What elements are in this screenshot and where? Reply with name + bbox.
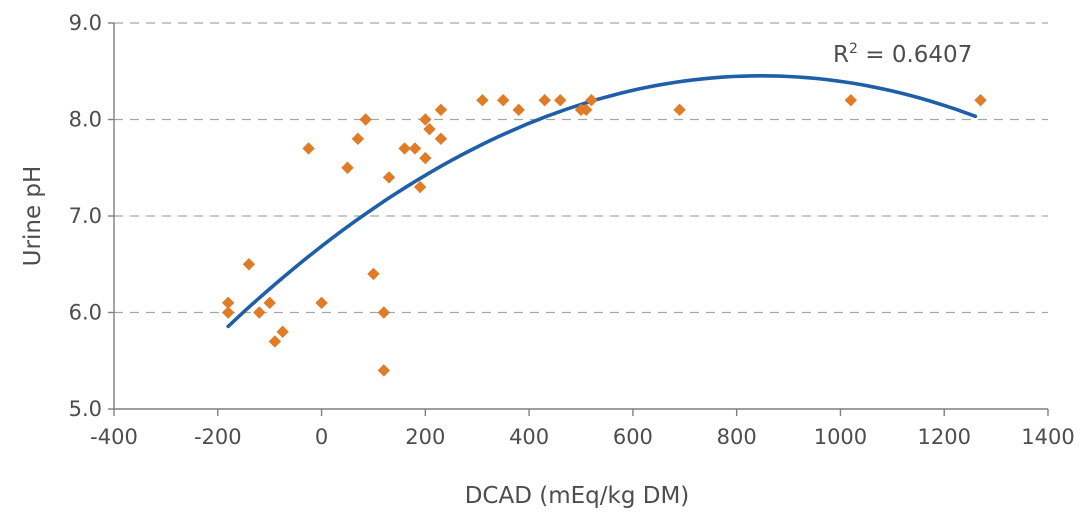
data-point-34 bbox=[974, 94, 987, 107]
data-point-25 bbox=[496, 94, 510, 107]
r-squared-annotation: R2 = 0.6407 bbox=[833, 41, 972, 68]
x-axis-title: DCAD (mEq/kg DM) bbox=[465, 483, 690, 509]
data-point-4 bbox=[263, 296, 276, 310]
data-point-28 bbox=[554, 94, 567, 107]
x-tick-label: 1400 bbox=[1021, 425, 1074, 449]
data-point-16 bbox=[398, 142, 411, 155]
r-squared-superscript: 2 bbox=[849, 41, 858, 57]
y-tick-label: 5.0 bbox=[69, 397, 102, 421]
data-point-3 bbox=[253, 306, 266, 319]
r-squared-value: = 0.6407 bbox=[858, 42, 972, 68]
x-tick-label: 0 bbox=[315, 425, 328, 449]
data-point-5 bbox=[268, 335, 282, 348]
y-tick-label: 8.0 bbox=[69, 108, 102, 132]
x-tick-label: -400 bbox=[90, 425, 138, 449]
data-point-2 bbox=[242, 258, 256, 271]
data-point-9 bbox=[341, 161, 354, 174]
data-point-7 bbox=[302, 142, 315, 155]
data-point-30 bbox=[579, 103, 593, 117]
data-point-0 bbox=[221, 296, 235, 310]
x-tick-labels: -400 -200 0 200 400 600 800 1000 1200 1400 bbox=[90, 409, 1075, 449]
r-squared-base: R bbox=[833, 42, 849, 68]
data-point-32 bbox=[673, 103, 686, 117]
data-point-18 bbox=[413, 180, 427, 194]
y-tick-label: 9.0 bbox=[69, 11, 102, 35]
data-point-12 bbox=[367, 267, 380, 281]
x-tick-label: -200 bbox=[194, 425, 242, 449]
x-tick-label: 600 bbox=[613, 425, 653, 449]
data-point-19 bbox=[419, 113, 432, 126]
data-point-31 bbox=[585, 94, 598, 107]
data-point-8 bbox=[315, 296, 328, 310]
x-tick-label: 1000 bbox=[814, 425, 867, 449]
y-tick-label: 6.0 bbox=[69, 301, 102, 325]
x-tick-label: 800 bbox=[717, 425, 757, 449]
data-point-27 bbox=[538, 94, 551, 107]
x-tick-label: 200 bbox=[405, 425, 445, 449]
data-point-14 bbox=[377, 364, 391, 377]
data-point-20 bbox=[419, 151, 432, 165]
data-point-26 bbox=[512, 103, 525, 117]
data-point-33 bbox=[844, 94, 858, 107]
x-tick-label: 1200 bbox=[917, 425, 970, 449]
data-point-13 bbox=[377, 306, 391, 319]
y-axis-title: Urine pH bbox=[20, 166, 46, 267]
gridlines bbox=[114, 22, 1048, 314]
trendline-curve bbox=[226, 73, 978, 329]
data-point-21 bbox=[423, 122, 436, 136]
data-point-17 bbox=[408, 142, 422, 155]
y-tick-label: 7.0 bbox=[69, 204, 102, 228]
data-point-6 bbox=[276, 325, 289, 338]
data-point-22 bbox=[434, 103, 448, 117]
x-tick-label: 400 bbox=[509, 425, 549, 449]
data-point-10 bbox=[351, 132, 365, 145]
y-tick-labels: 5.0 6.0 7.0 8.0 9.0 bbox=[69, 11, 114, 421]
data-point-23 bbox=[434, 132, 448, 145]
data-points bbox=[221, 94, 987, 377]
data-point-1 bbox=[221, 306, 235, 319]
data-point-15 bbox=[382, 171, 396, 184]
data-point-11 bbox=[359, 113, 372, 126]
data-point-24 bbox=[476, 94, 489, 107]
